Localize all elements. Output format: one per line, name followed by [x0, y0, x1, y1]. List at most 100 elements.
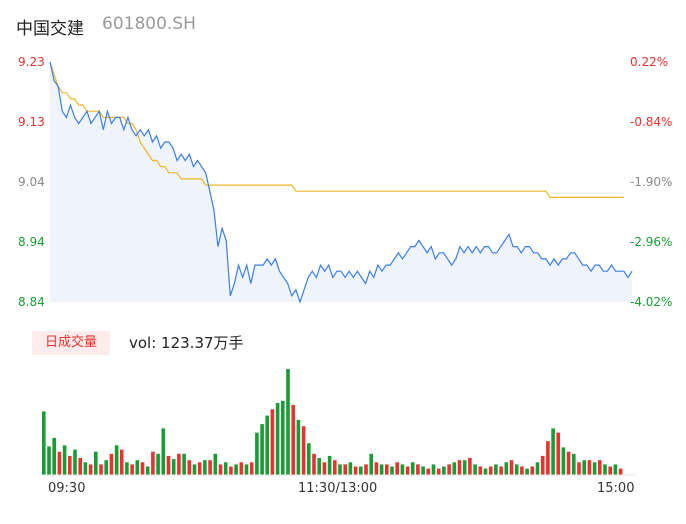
- volume-bar: [249, 462, 254, 475]
- volume-bar: [520, 466, 524, 475]
- volume-bar: [88, 464, 93, 475]
- volume-bar: [385, 464, 389, 475]
- volume-bar: [483, 468, 488, 475]
- volume-bar: [546, 441, 550, 475]
- volume-bar: [192, 464, 197, 475]
- volume-bar: [239, 462, 244, 475]
- volume-bar: [421, 466, 425, 475]
- x-tick-close: 15:00: [597, 481, 635, 496]
- volume-bar: [270, 409, 275, 475]
- volume-bar: [442, 466, 446, 475]
- volume-bar: [125, 462, 129, 475]
- volume-bar: [535, 462, 540, 475]
- volume-bar: [42, 411, 46, 475]
- volume-bar: [203, 460, 207, 475]
- volume-bar: [244, 464, 249, 475]
- volume-bar: [603, 464, 607, 475]
- volume-bar: [114, 445, 119, 475]
- volume-bar: [161, 428, 166, 475]
- volume-bar: [556, 432, 560, 475]
- volume-bar: [223, 462, 228, 475]
- volume-bar: [109, 453, 114, 475]
- volume-bar: [374, 462, 379, 475]
- volume-bar: [348, 462, 353, 475]
- volume-bar: [301, 426, 306, 475]
- volume-bar: [587, 460, 592, 475]
- volume-bar: [338, 464, 342, 475]
- volume-bar: [410, 462, 415, 475]
- volume-bar: [104, 460, 108, 475]
- volume-bar: [52, 437, 56, 475]
- volume-bar: [499, 466, 503, 475]
- volume-bar: [208, 460, 212, 475]
- volume-bar: [99, 464, 103, 475]
- volume-bar: [322, 462, 327, 475]
- volume-bar: [296, 419, 301, 475]
- volume-bar: [478, 466, 483, 475]
- volume-badge[interactable]: 日成交量: [32, 331, 110, 355]
- volume-bar: [509, 460, 514, 475]
- stock-name: 中国交建: [16, 19, 84, 39]
- volume-bar: [494, 464, 498, 475]
- volume-bar: [436, 468, 441, 475]
- volume-bar: [566, 451, 571, 475]
- volume-bar: [151, 451, 155, 475]
- volume-bar: [260, 424, 264, 475]
- volume-bar: [457, 460, 462, 475]
- volume-bar: [618, 468, 623, 475]
- volume-bar: [530, 466, 535, 475]
- volume-bar: [364, 464, 368, 475]
- volume-bar: [182, 453, 186, 475]
- y-tick-right-3: -2.96%: [630, 235, 673, 249]
- volume-bar: [229, 466, 233, 475]
- volume-bar: [234, 464, 238, 475]
- volume-bar: [582, 460, 586, 475]
- volume-bar: [379, 464, 384, 475]
- volume-bar: [130, 464, 134, 475]
- series-average-line: [49, 61, 624, 198]
- volume-bar: [540, 455, 545, 475]
- volume-bar: [405, 466, 410, 475]
- volume-bar: [312, 453, 316, 475]
- volume-bar: [462, 460, 467, 475]
- volume-bar: [140, 462, 145, 475]
- x-tick-open: 09:30: [48, 481, 86, 496]
- volume-bar: [265, 415, 269, 475]
- volume-bar: [426, 468, 431, 475]
- volume-bar: [62, 445, 67, 475]
- volume-bar: [83, 462, 88, 475]
- y-tick-right-1: -0.84%: [630, 115, 673, 129]
- y-tick-left-1: 9.13: [18, 115, 45, 129]
- volume-bar: [177, 453, 181, 475]
- volume-bar: [551, 428, 555, 475]
- volume-bar: [307, 443, 311, 475]
- volume-bar: [145, 466, 150, 475]
- volume-bar: [577, 462, 581, 475]
- volume-bar: [317, 458, 321, 475]
- volume-bar: [452, 462, 457, 475]
- volume-bar: [369, 453, 373, 475]
- volume-bar: [327, 455, 332, 475]
- volume-bar: [395, 462, 399, 475]
- volume-bar: [73, 449, 77, 475]
- y-tick-right-2: -1.90%: [630, 175, 673, 189]
- volume-bar: [171, 459, 176, 475]
- volume-bar: [468, 458, 472, 475]
- volume-bar: [447, 464, 451, 475]
- volume-bar: [359, 466, 363, 475]
- volume-bar: [156, 453, 160, 475]
- y-tick-left-4: 8.84: [18, 295, 45, 309]
- volume-bar: [504, 462, 509, 475]
- volume-bar: [255, 432, 259, 475]
- price-area: [50, 62, 632, 302]
- y-tick-left-0: 9.23: [18, 55, 45, 69]
- volume-bar: [281, 400, 285, 475]
- volume-bar: [286, 369, 290, 475]
- y-tick-right-0: 0.22%: [630, 55, 669, 69]
- volume-bar: [213, 453, 218, 475]
- volume-bar: [135, 460, 140, 475]
- volume-bar: [613, 464, 618, 475]
- y-tick-right-4: -4.02%: [630, 295, 673, 309]
- volume-bar: [416, 464, 420, 475]
- volume-bar: [514, 464, 519, 475]
